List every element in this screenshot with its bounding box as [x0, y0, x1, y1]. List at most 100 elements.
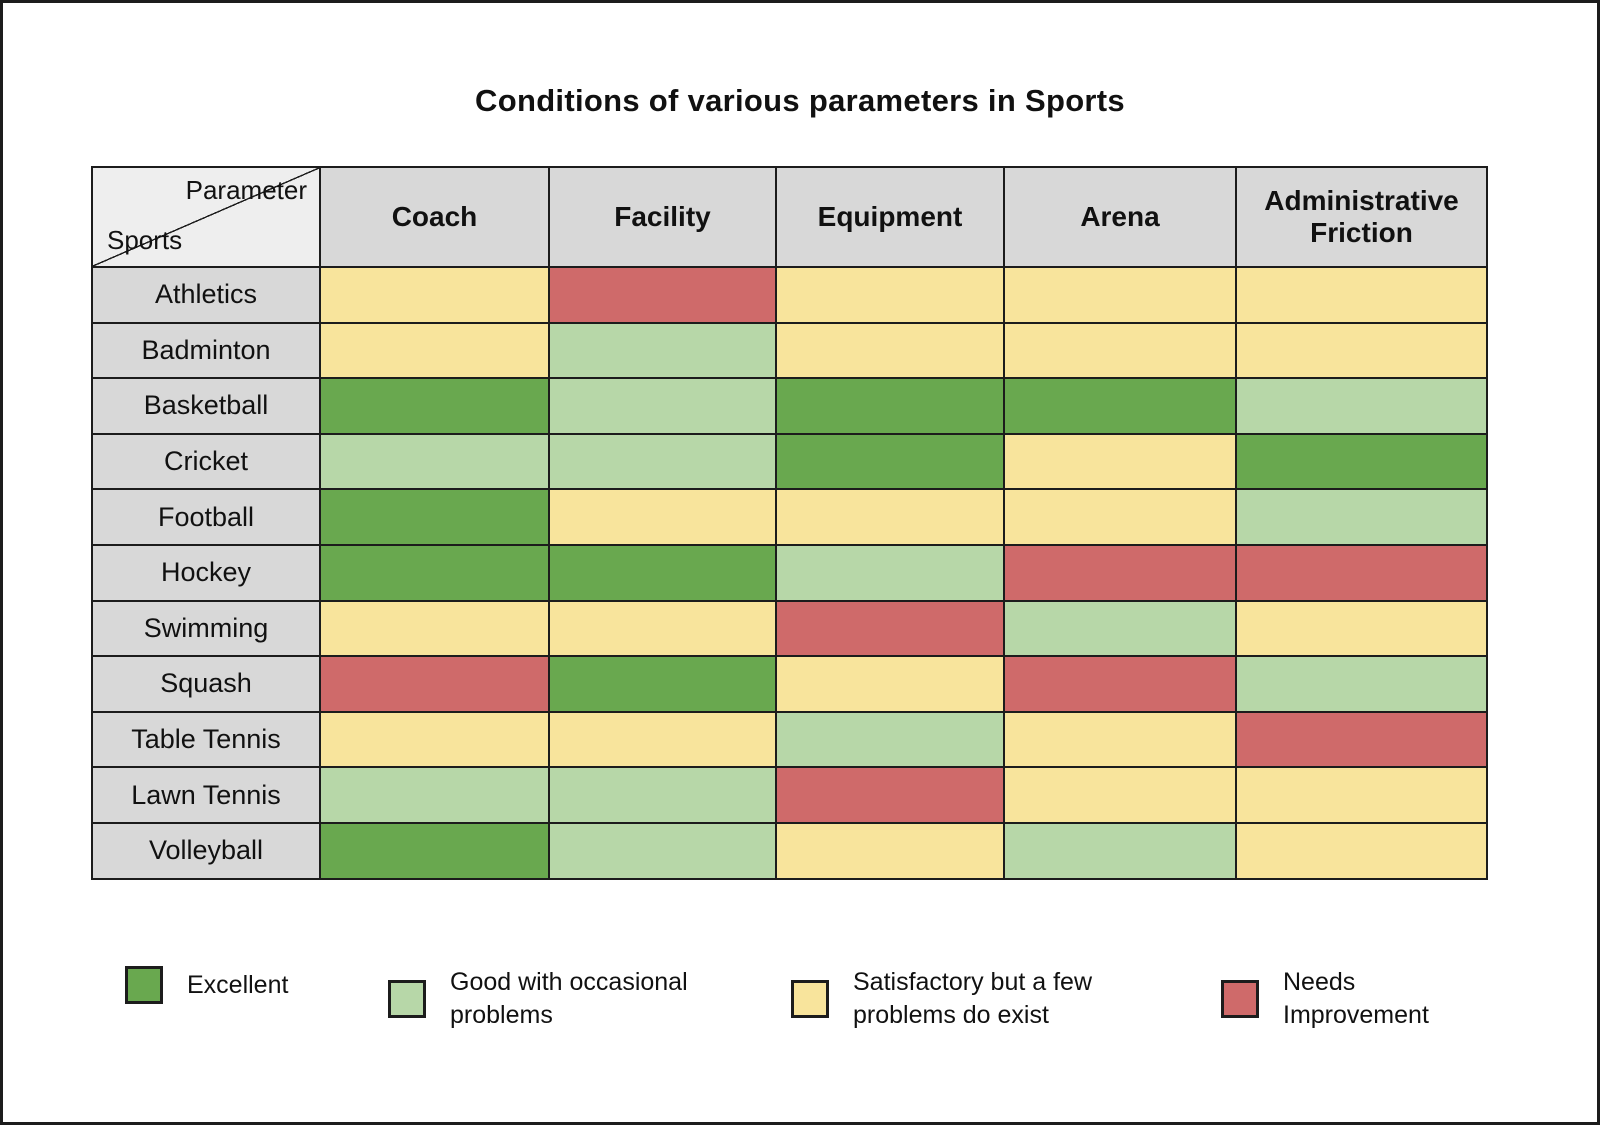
cell-lawn-tennis-equipment [775, 766, 1005, 824]
col-header-administrative-friction: Administrative Friction [1235, 166, 1488, 268]
corner-label-sports: Sports [107, 225, 183, 256]
cell-hockey-administrative-friction [1235, 543, 1488, 602]
cell-basketball-arena [1003, 377, 1237, 435]
cell-table-tennis-equipment [775, 710, 1005, 769]
cell-athletics-facility [548, 266, 777, 324]
cell-hockey-coach [319, 543, 550, 602]
cell-hockey-facility [548, 543, 777, 602]
table-row: Lawn Tennis [91, 766, 1488, 824]
row-label-swimming: Swimming [91, 599, 321, 658]
cell-squash-coach [319, 655, 550, 713]
table-row: Badminton [91, 321, 1488, 380]
cell-table-tennis-coach [319, 710, 550, 769]
corner-label-parameter: Parameter [185, 175, 307, 205]
row-label-basketball: Basketball [91, 377, 321, 435]
cell-swimming-coach [319, 599, 550, 658]
cell-athletics-administrative-friction [1235, 266, 1488, 324]
row-label-volleyball: Volleyball [91, 821, 321, 880]
row-label-badminton: Badminton [91, 321, 321, 380]
cell-swimming-arena [1003, 599, 1237, 658]
cell-lawn-tennis-facility [548, 766, 777, 824]
cell-football-coach [319, 488, 550, 546]
cell-swimming-facility [548, 599, 777, 658]
col-header-arena: Arena [1003, 166, 1237, 268]
cell-cricket-facility [548, 432, 777, 491]
legend-item-good: Good with occasional problems [388, 966, 730, 1032]
table-row: Volleyball [91, 821, 1488, 880]
cell-football-facility [548, 488, 777, 546]
cell-swimming-equipment [775, 599, 1005, 658]
legend-label: Good with occasional problems [450, 968, 688, 1029]
row-label-hockey: Hockey [91, 543, 321, 602]
legend-label: Excellent [187, 970, 289, 999]
col-header-equipment: Equipment [775, 166, 1005, 268]
cell-table-tennis-arena [1003, 710, 1237, 769]
cell-volleyball-facility [548, 821, 777, 880]
cell-lawn-tennis-administrative-friction [1235, 766, 1488, 824]
row-label-squash: Squash [91, 655, 321, 713]
cell-badminton-arena [1003, 321, 1237, 380]
row-label-football: Football [91, 488, 321, 546]
cell-badminton-administrative-friction [1235, 321, 1488, 380]
cell-table-tennis-administrative-friction [1235, 710, 1488, 769]
cell-basketball-equipment [775, 377, 1005, 435]
legend-label: Needs Improvement [1283, 968, 1429, 1029]
col-header-facility: Facility [548, 166, 777, 268]
cell-football-administrative-friction [1235, 488, 1488, 546]
cell-cricket-equipment [775, 432, 1005, 491]
legend-swatch [791, 980, 829, 1018]
table-row: Squash [91, 655, 1488, 713]
cell-cricket-arena [1003, 432, 1237, 491]
table-row: Cricket [91, 432, 1488, 491]
row-label-athletics: Athletics [91, 266, 321, 324]
cell-athletics-arena [1003, 266, 1237, 324]
cell-table-tennis-facility [548, 710, 777, 769]
cell-athletics-coach [319, 266, 550, 324]
cell-football-arena [1003, 488, 1237, 546]
cell-squash-administrative-friction [1235, 655, 1488, 713]
cell-athletics-equipment [775, 266, 1005, 324]
page-title: Conditions of various parameters in Spor… [475, 83, 1125, 118]
cell-swimming-administrative-friction [1235, 599, 1488, 658]
header-row: Parameter Sports Coach Facility Equipmen… [91, 166, 1488, 268]
corner-cell: Parameter Sports [91, 166, 321, 268]
cell-football-equipment [775, 488, 1005, 546]
cell-squash-arena [1003, 655, 1237, 713]
cell-cricket-coach [319, 432, 550, 491]
cell-hockey-arena [1003, 543, 1237, 602]
cell-cricket-administrative-friction [1235, 432, 1488, 491]
conditions-table: Parameter Sports Coach Facility Equipmen… [91, 166, 1488, 880]
cell-basketball-administrative-friction [1235, 377, 1488, 435]
cell-lawn-tennis-coach [319, 766, 550, 824]
cell-volleyball-equipment [775, 821, 1005, 880]
table-row: Hockey [91, 543, 1488, 602]
cell-badminton-facility [548, 321, 777, 380]
cell-squash-equipment [775, 655, 1005, 713]
cell-badminton-equipment [775, 321, 1005, 380]
cell-squash-facility [548, 655, 777, 713]
legend-item-needs-improvement: Needs Improvement [1221, 966, 1453, 1032]
legend-item-satisfactory: Satisfactory but a few problems do exist [791, 966, 1153, 1032]
row-label-table-tennis: Table Tennis [91, 710, 321, 769]
legend-label: Satisfactory but a few problems do exist [853, 968, 1093, 1029]
table-row: Basketball [91, 377, 1488, 435]
table-row: Swimming [91, 599, 1488, 658]
cell-lawn-tennis-arena [1003, 766, 1237, 824]
cell-hockey-equipment [775, 543, 1005, 602]
legend-swatch [1221, 980, 1259, 1018]
cell-volleyball-administrative-friction [1235, 821, 1488, 880]
legend-swatch [388, 980, 426, 1018]
row-label-lawn-tennis: Lawn Tennis [91, 766, 321, 824]
row-label-cricket: Cricket [91, 432, 321, 491]
table-row: Table Tennis [91, 710, 1488, 769]
cell-badminton-coach [319, 321, 550, 380]
table-row: Athletics [91, 266, 1488, 324]
cell-volleyball-coach [319, 821, 550, 880]
table-body: Athletics Badminton Basketball Cricket Footb… [91, 266, 1488, 880]
table-row: Football [91, 488, 1488, 546]
col-header-coach: Coach [319, 166, 550, 268]
cell-basketball-coach [319, 377, 550, 435]
cell-basketball-facility [548, 377, 777, 435]
legend-swatch [125, 966, 163, 1004]
